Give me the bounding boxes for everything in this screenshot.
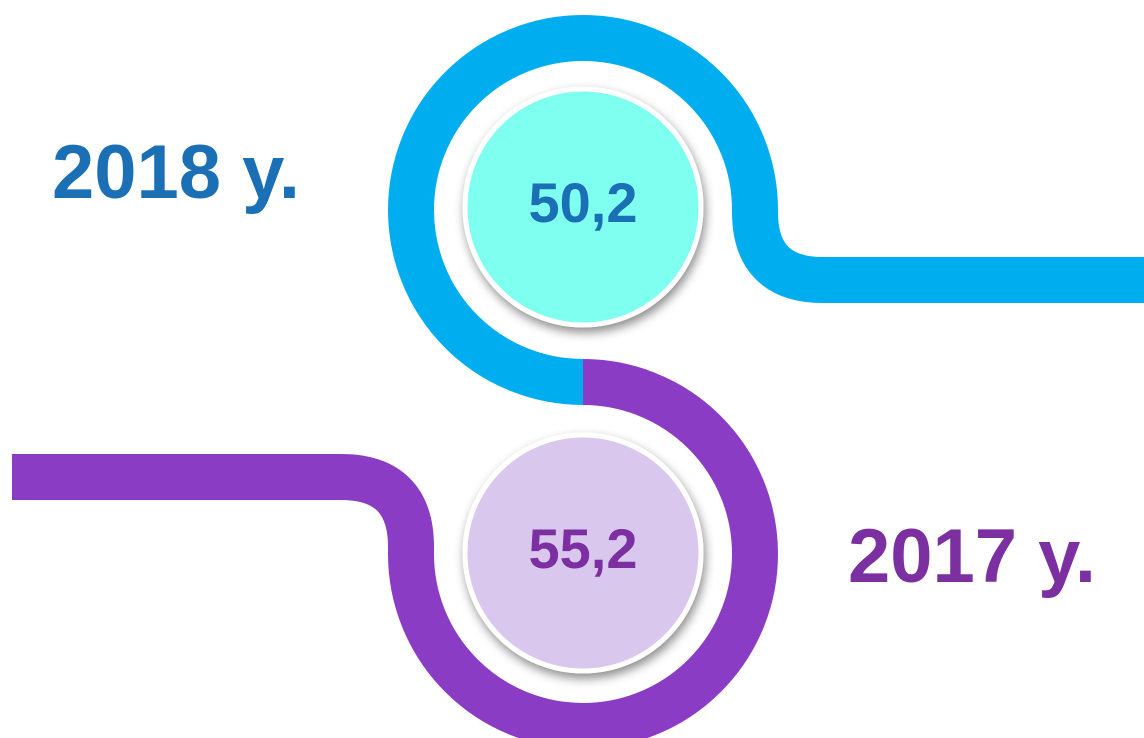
- purple-track: [12, 359, 779, 738]
- value-label: 55,2: [529, 517, 638, 580]
- value-label: 50,2: [529, 171, 638, 234]
- year-label: 2018 y.: [52, 130, 300, 215]
- value-circle: [462, 86, 704, 328]
- value-circle: [462, 432, 704, 674]
- year-label: 2017 y.: [848, 514, 1096, 599]
- blue-track: [387, 15, 1144, 405]
